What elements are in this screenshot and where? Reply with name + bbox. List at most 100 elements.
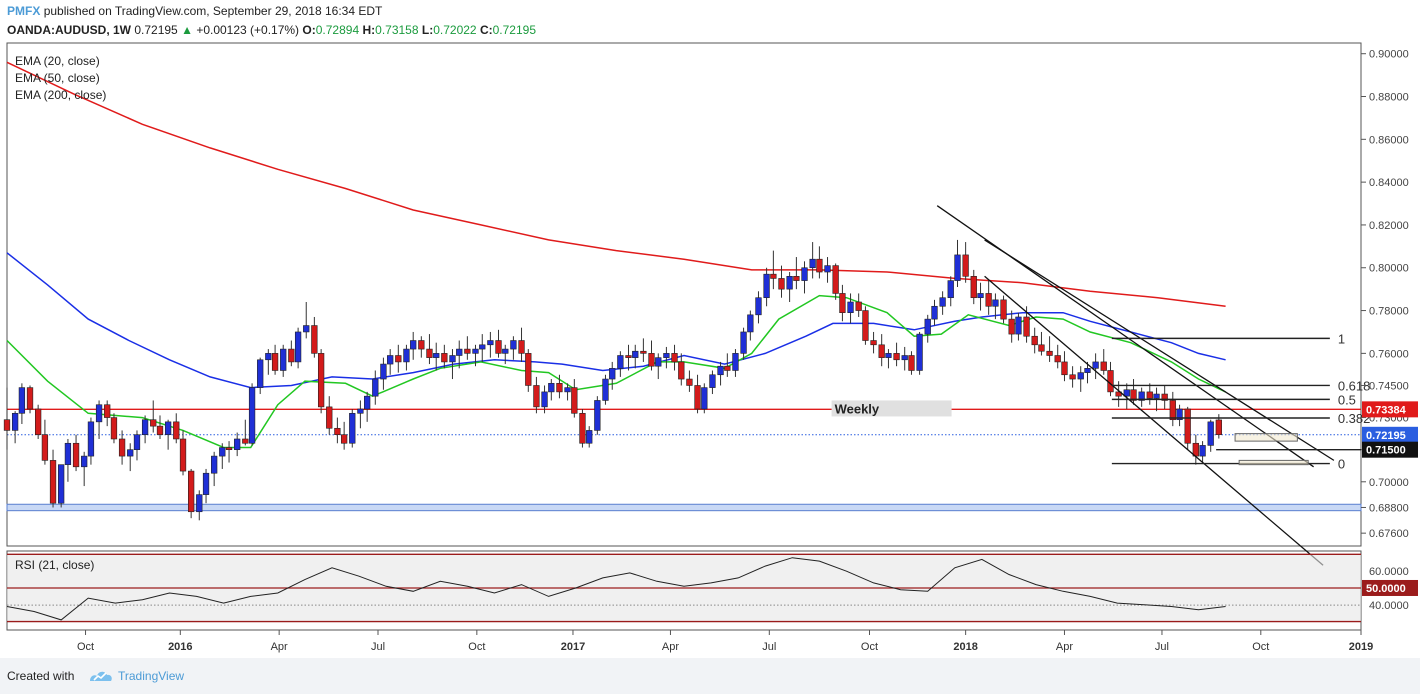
candle-136 (1046, 350, 1053, 356)
y-tick-label-1: 0.88000 (1369, 92, 1409, 104)
candle-90 (694, 385, 701, 410)
candle-46 (357, 408, 364, 414)
y-tick-label-4: 0.82000 (1369, 220, 1409, 232)
candle-26 (202, 472, 210, 495)
price-pane (6, 42, 1362, 547)
x-tick-label-1: 2016 (168, 641, 192, 653)
candle-4 (34, 408, 42, 435)
candle-85 (655, 357, 662, 367)
high-label: H: (362, 23, 376, 37)
candle-86 (663, 353, 670, 358)
candle-25 (196, 494, 203, 513)
candle-116 (893, 353, 900, 361)
candle-102 (786, 276, 793, 290)
fib-label-4: 0 (1338, 457, 1345, 472)
candle-105 (809, 258, 816, 269)
candle-17 (133, 434, 141, 450)
y-tick-label-7: 0.76000 (1369, 348, 1409, 360)
price-tag-label-2: 0.71500 (1366, 445, 1406, 457)
x-tick-label-9: 2018 (953, 641, 977, 653)
candle-67 (518, 340, 525, 354)
candle-81 (625, 355, 632, 358)
rsi-tick-label-0: 60.0000 (1369, 566, 1409, 578)
rsi-level-label-0: 50.0000 (1366, 583, 1406, 595)
y-tick-label-2: 0.86000 (1369, 134, 1409, 146)
candle-94 (724, 365, 731, 371)
candle-135 (1038, 344, 1045, 352)
tradingview-brand[interactable]: TradingView (118, 669, 185, 683)
candle-127 (977, 293, 984, 299)
price-change: +0.00123 (+0.17%) (196, 23, 300, 37)
x-tick-label-7: Jul (762, 641, 776, 653)
rsi-line (6, 557, 1226, 621)
candle-104 (801, 267, 808, 281)
candle-19 (150, 419, 157, 427)
candle-23 (179, 438, 187, 472)
price-tag-label-1: 0.72195 (1366, 430, 1406, 442)
candle-48 (372, 378, 379, 397)
x-tick-label-11: Jul (1155, 641, 1169, 653)
x-tick-label-13: 2019 (1349, 641, 1373, 653)
candle-125 (962, 254, 969, 277)
candle-50 (387, 355, 394, 365)
published-text: published on TradingView.com, September … (43, 4, 383, 18)
candle-11 (87, 421, 95, 457)
candle-99 (763, 273, 770, 299)
candle-138 (1061, 361, 1068, 376)
fib-label-2: 0.5 (1338, 392, 1356, 407)
candle-15 (118, 438, 126, 457)
candle-75 (579, 412, 586, 444)
close-value: 0.72195 (492, 23, 537, 37)
candle-22 (173, 421, 180, 440)
y-tick-label-12: 0.68800 (1369, 502, 1409, 514)
channel-mid-line (984, 239, 1335, 461)
ema-50-line (6, 252, 1226, 389)
candle-143 (1100, 361, 1107, 371)
candle-18 (141, 419, 149, 435)
candle-153 (1176, 408, 1183, 421)
candle-118 (908, 355, 915, 371)
candle-147 (1130, 389, 1137, 401)
candle-72 (556, 383, 563, 393)
candle-146 (1123, 389, 1130, 397)
close-label: C: (479, 23, 493, 37)
x-tick-label-2: Apr (271, 641, 288, 653)
x-tick-label-4: Oct (468, 641, 485, 653)
candle-120 (924, 318, 931, 335)
candle-79 (609, 368, 616, 380)
high-value: 0.73158 (375, 23, 419, 37)
candle-33 (257, 359, 264, 388)
open-label: O: (302, 23, 316, 37)
candle-41 (317, 353, 325, 408)
x-tick-label-12: Oct (1252, 641, 1269, 653)
candle-14 (110, 417, 118, 440)
legend-item-2: EMA (200, close) (15, 88, 106, 102)
candle-97 (747, 314, 754, 333)
publisher-name[interactable]: PMFX (7, 4, 41, 18)
candle-36 (280, 348, 287, 371)
candle-54 (418, 340, 425, 350)
candle-74 (571, 387, 578, 414)
candle-119 (916, 333, 923, 371)
candle-53 (410, 340, 417, 350)
symbol-line: OANDA:AUDUSD, 1W 0.72195 ▲ +0.00123 (+0.… (7, 23, 536, 37)
candle-137 (1054, 355, 1061, 363)
candle-76 (586, 430, 593, 444)
candle-132 (1015, 316, 1022, 335)
tradingview-logo-icon[interactable] (88, 668, 114, 684)
open-value: 0.72894 (315, 23, 360, 37)
candle-64 (495, 340, 502, 354)
rsi-tick-label-1: 40.0000 (1369, 600, 1409, 612)
candle-158 (1215, 419, 1222, 435)
candle-140 (1077, 372, 1084, 380)
candle-7 (58, 464, 65, 504)
candle-10 (81, 455, 88, 468)
fib-label-0: 1 (1338, 331, 1345, 346)
candle-122 (939, 297, 946, 307)
candle-24 (188, 470, 195, 513)
candle-30 (234, 438, 241, 450)
candle-43 (334, 427, 341, 435)
low-value: 0.72022 (433, 23, 477, 37)
candle-80 (617, 355, 624, 369)
